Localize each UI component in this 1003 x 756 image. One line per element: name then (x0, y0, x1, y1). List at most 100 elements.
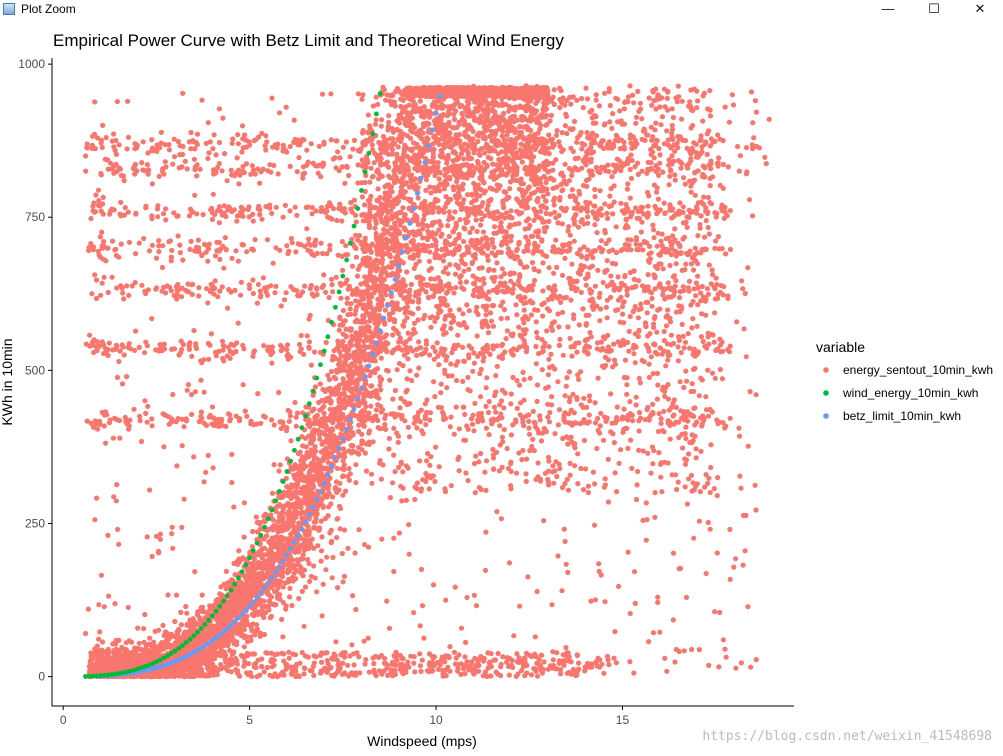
energy-sentout-point (306, 470, 312, 476)
energy-sentout-point (316, 399, 322, 406)
energy-sentout-point (274, 589, 280, 596)
energy-sentout-point (456, 119, 462, 125)
energy-sentout-point (501, 124, 507, 130)
energy-sentout-point (287, 594, 293, 600)
energy-sentout-point (340, 307, 346, 314)
minimize-button[interactable]: — (881, 1, 895, 16)
energy-sentout-point (423, 289, 429, 295)
energy-sentout-point (373, 230, 379, 237)
energy-sentout-point (541, 173, 547, 179)
energy-sentout-point (250, 561, 256, 567)
energy-sentout-point (514, 312, 520, 318)
energy-sentout-point (254, 552, 260, 558)
energy-sentout-point (523, 205, 529, 211)
energy-sentout-point (480, 229, 487, 235)
energy-sentout-point (321, 403, 327, 410)
energy-sentout-point (258, 610, 264, 616)
energy-sentout-point (318, 518, 324, 524)
energy-sentout-point (289, 602, 295, 609)
energy-sentout-point (241, 644, 247, 650)
energy-sentout-point (270, 517, 276, 523)
energy-sentout-point (346, 448, 352, 454)
energy-sentout-point (303, 444, 309, 450)
energy-sentout-point (340, 322, 346, 328)
energy-sentout-point (218, 584, 224, 590)
energy-sentout-point (423, 187, 429, 193)
energy-sentout-point (135, 625, 141, 631)
energy-sentout-point (269, 490, 276, 496)
energy-sentout-point (467, 229, 473, 236)
energy-sentout-point (336, 503, 343, 509)
window-titlebar: Plot Zoom — ☐ ✕ (0, 0, 1003, 17)
energy-sentout-point (240, 556, 246, 562)
energy-sentout-point (377, 374, 383, 380)
energy-sentout-point (328, 540, 334, 546)
energy-sentout-point (494, 363, 500, 369)
energy-sentout-point (238, 633, 244, 639)
energy-sentout-point (394, 367, 400, 373)
energy-sentout-point (356, 444, 362, 451)
window-title: Plot Zoom (21, 1, 76, 16)
energy-sentout-point (261, 552, 267, 558)
energy-sentout-point (334, 465, 340, 471)
energy-sentout-point (534, 115, 541, 121)
energy-sentout-point (94, 643, 100, 649)
energy-sentout-point (307, 578, 313, 585)
energy-sentout-point (325, 486, 331, 492)
energy-sentout-point (504, 194, 510, 200)
energy-sentout-point (415, 195, 421, 201)
energy-sentout-point (319, 496, 325, 502)
energy-sentout-point (320, 504, 326, 510)
energy-sentout-point (379, 257, 386, 263)
energy-sentout-point (363, 468, 370, 474)
energy-sentout-point (357, 263, 363, 269)
energy-sentout-point (418, 113, 425, 119)
energy-sentout-point (511, 155, 517, 161)
window-controls: — ☐ ✕ (865, 0, 1003, 17)
energy-sentout-point (539, 238, 545, 244)
close-button[interactable]: ✕ (974, 0, 986, 16)
energy-sentout-point (404, 109, 410, 115)
energy-sentout-point (242, 590, 248, 596)
energy-sentout-point (470, 273, 476, 279)
energy-sentout-point (261, 614, 267, 621)
energy-sentout-point (207, 603, 213, 609)
energy-sentout-point (254, 519, 260, 526)
energy-sentout-point (217, 591, 223, 597)
energy-sentout-point (178, 622, 185, 628)
energy-sentout-point (386, 311, 392, 317)
maximize-button[interactable]: ☐ (928, 0, 940, 16)
energy-sentout-point (285, 579, 291, 585)
energy-sentout-point (199, 592, 205, 598)
energy-sentout-point (319, 534, 325, 540)
energy-sentout-point (377, 336, 383, 342)
energy-sentout-point (99, 639, 106, 645)
energy-sentout-point (298, 556, 304, 562)
energy-sentout-point (347, 306, 353, 312)
energy-sentout-point (362, 202, 368, 208)
energy-sentout-point (288, 534, 294, 541)
energy-sentout-point (476, 147, 483, 153)
energy-sentout-point (271, 557, 278, 563)
energy-sentout-point (348, 379, 354, 385)
energy-sentout-point (340, 458, 346, 464)
energy-sentout-point (339, 426, 345, 432)
energy-sentout-point (414, 372, 420, 378)
energy-sentout-point (326, 376, 332, 383)
energy-sentout-point (247, 634, 254, 640)
energy-sentout-point (257, 576, 264, 582)
energy-sentout-point (317, 525, 323, 531)
energy-sentout-point (315, 469, 321, 475)
energy-sentout-point (308, 573, 314, 579)
energy-sentout-point (402, 189, 408, 195)
energy-sentout-point (424, 223, 430, 229)
energy-sentout-point (491, 224, 498, 230)
energy-sentout-point (237, 584, 243, 590)
energy-sentout-point (341, 462, 347, 468)
energy-sentout-point (232, 572, 238, 578)
energy-sentout-point (310, 477, 316, 483)
energy-sentout-point (516, 324, 522, 330)
energy-sentout-point (516, 186, 523, 192)
energy-sentout-point (234, 639, 240, 645)
energy-sentout-point (239, 628, 245, 634)
